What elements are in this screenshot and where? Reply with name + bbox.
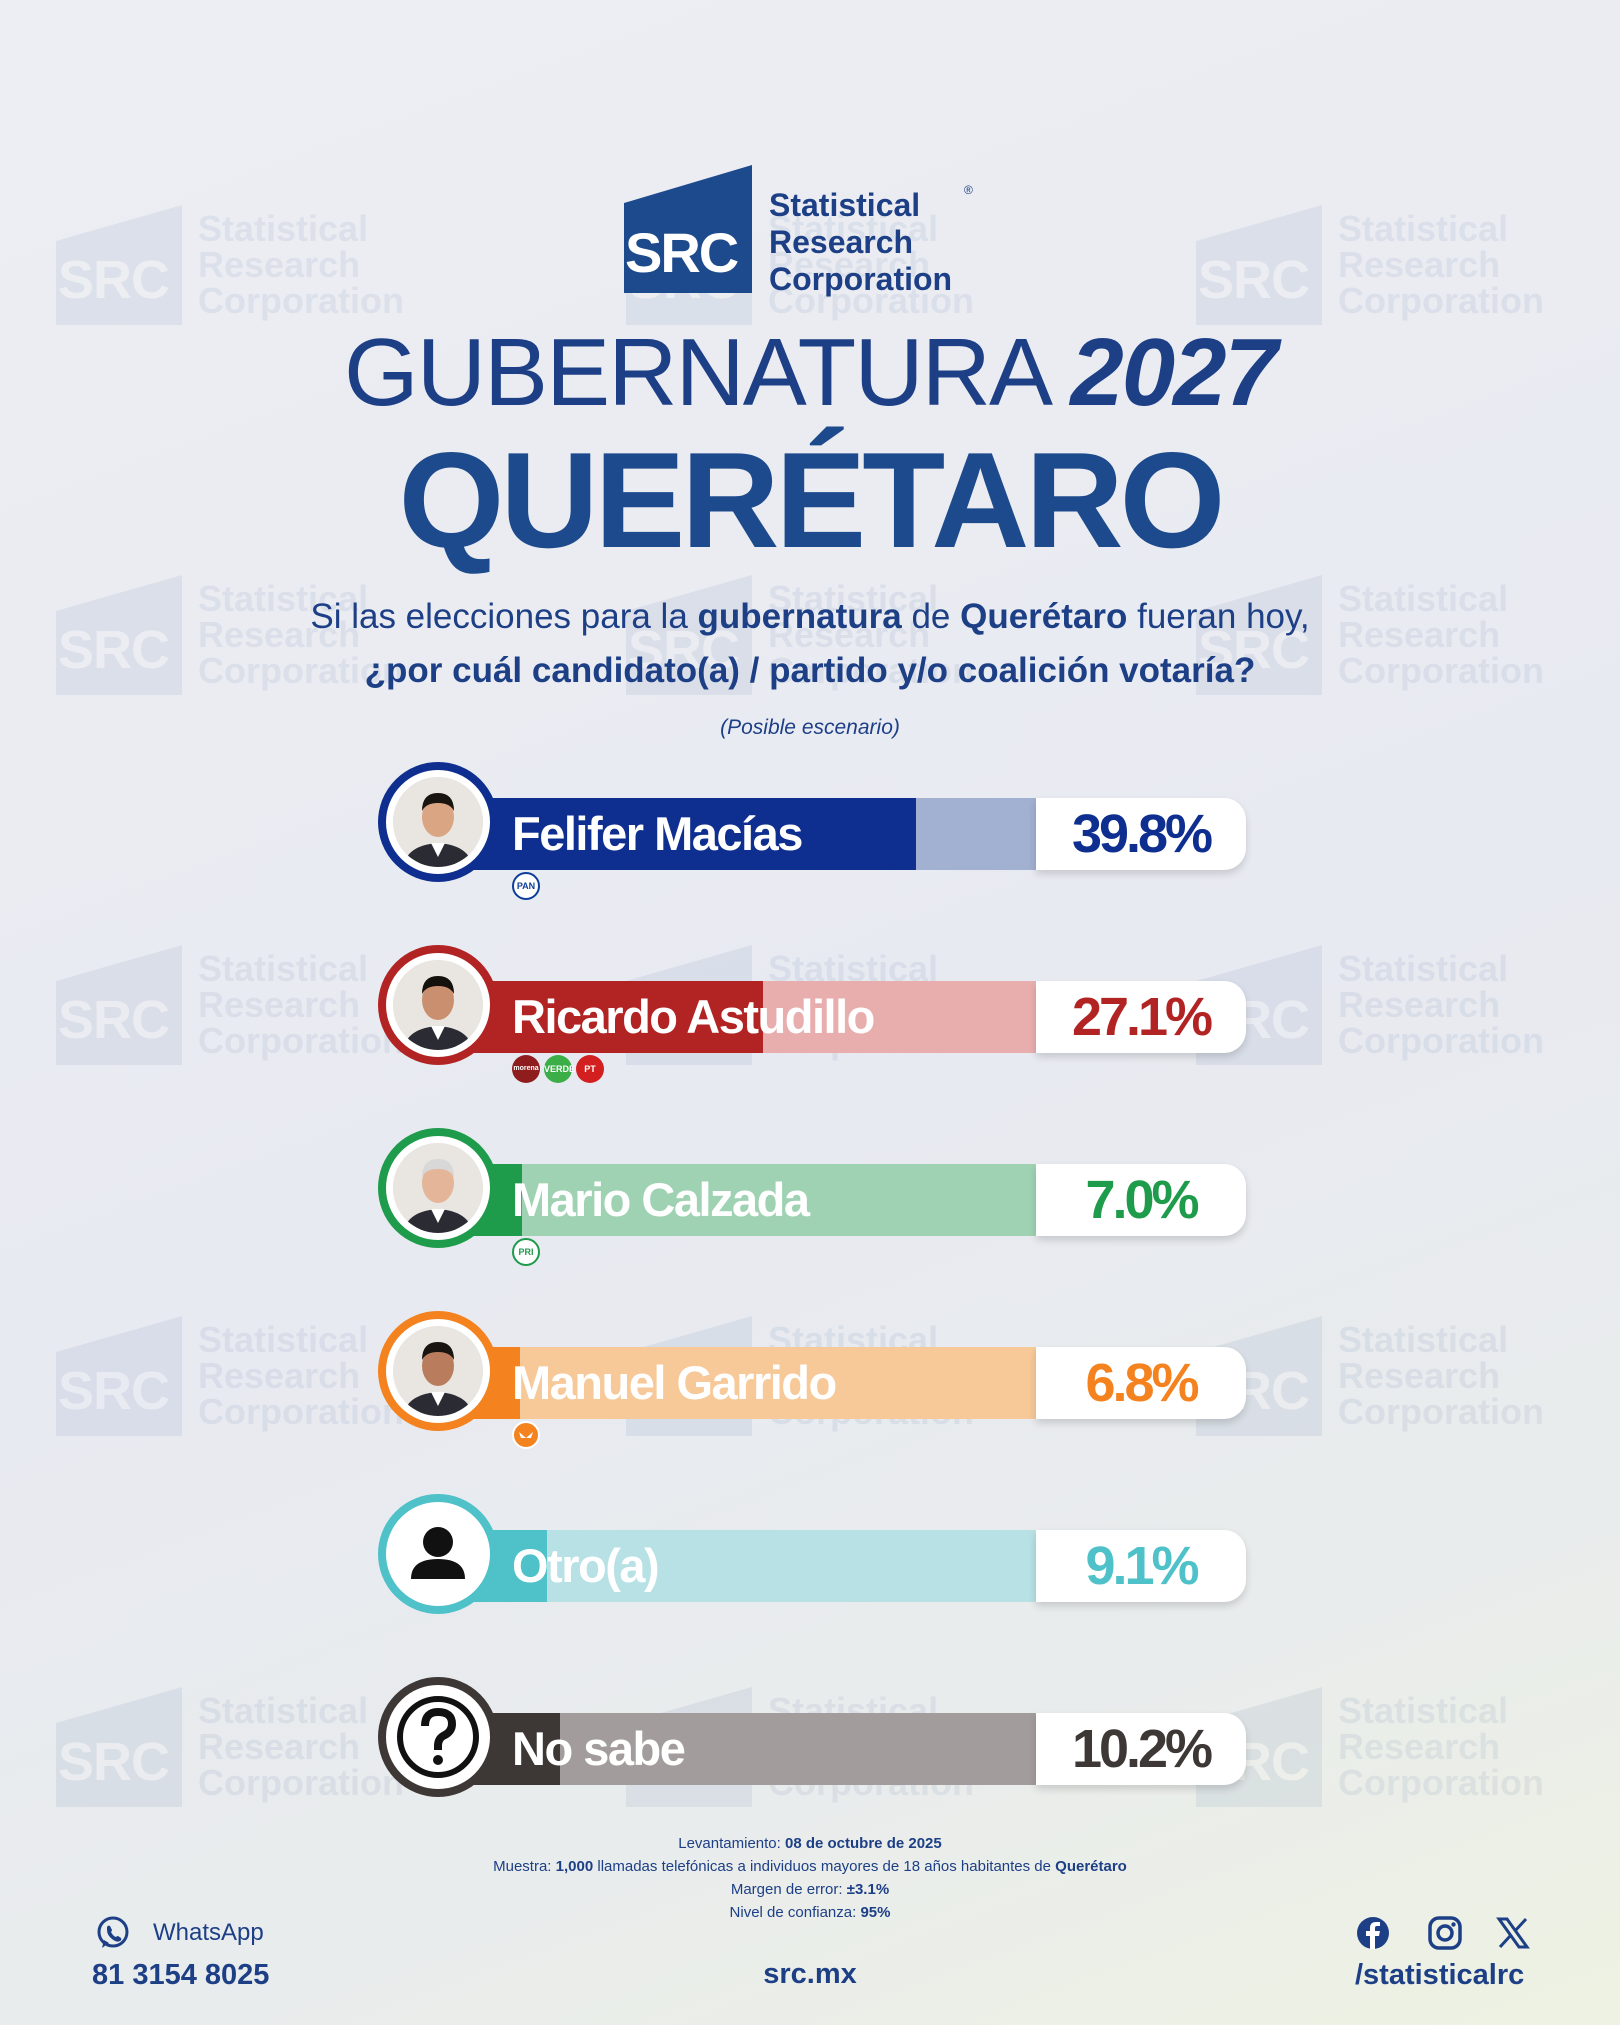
brand-name-line1: Statistical bbox=[769, 187, 921, 223]
party-logos bbox=[512, 1421, 540, 1449]
question-line1: Si las elecciones para la gubernatura de… bbox=[310, 597, 1310, 636]
percentage-box: 7.0% bbox=[1036, 1164, 1246, 1236]
percentage-box: 10.2% bbox=[1036, 1713, 1246, 1785]
bar-background bbox=[438, 1347, 1038, 1419]
percentage-label: 39.8% bbox=[1071, 804, 1213, 864]
title-year: 2027 bbox=[1070, 319, 1278, 426]
candidate-name: Manuel Garrido bbox=[512, 1356, 837, 1409]
candidate-photo bbox=[378, 945, 498, 1065]
page-subtitle-state: QUERÉTARO bbox=[398, 424, 1226, 576]
percentage-label: 7.0% bbox=[1085, 1170, 1199, 1230]
question-mark-icon bbox=[378, 1677, 498, 1797]
title-gubernatura: GUBERNATURA bbox=[344, 319, 1048, 426]
bar-row: Otro(a) 9.1% bbox=[378, 1494, 1246, 1624]
party-logo-morena-icon: morena bbox=[512, 1055, 540, 1083]
percentage-label: 6.8% bbox=[1085, 1353, 1199, 1413]
bar-row: Mario Calzada 7.0% PRI bbox=[378, 1128, 1246, 1266]
survey-question: Si las elecciones para la gubernatura de… bbox=[0, 590, 1620, 698]
percentage-label: 27.1% bbox=[1071, 987, 1213, 1047]
party-logos: PAN bbox=[512, 872, 540, 900]
party-logos: morena VERDE PT bbox=[512, 1055, 604, 1083]
bar-track bbox=[438, 1347, 1038, 1419]
bar-row: Felifer Macías 39.8% PAN bbox=[378, 762, 1246, 900]
whatsapp-label: WhatsApp bbox=[153, 1919, 264, 1946]
brand-name-line2: Research bbox=[769, 224, 914, 260]
methodology: Levantamiento: 08 de octubre de 2025 Mue… bbox=[0, 1832, 1620, 1924]
x-icon[interactable] bbox=[1495, 1915, 1531, 1951]
margen-line: Margen de error: ±3.1% bbox=[730, 1881, 890, 1898]
page-title: GUBERNATURA 2027 bbox=[0, 318, 1620, 428]
candidate-name: No sabe bbox=[512, 1722, 686, 1775]
candidate-name: Otro(a) bbox=[512, 1539, 660, 1592]
bar-background bbox=[438, 1164, 1038, 1236]
person-icon bbox=[378, 1494, 498, 1614]
percentage-label: 9.1% bbox=[1085, 1536, 1199, 1596]
candidate-name: Felifer Macías bbox=[512, 807, 803, 860]
party-logos: PRI bbox=[512, 1238, 540, 1266]
whatsapp-icon bbox=[97, 1916, 129, 1948]
bar-track bbox=[438, 798, 1038, 870]
percentage-box: 6.8% bbox=[1036, 1347, 1246, 1419]
party-logo-verde-icon: VERDE bbox=[544, 1055, 575, 1083]
instagram-icon[interactable] bbox=[1427, 1915, 1463, 1951]
candidate-photo bbox=[378, 1128, 498, 1248]
brand-logo: SRC Statistical Research Corporation ® bbox=[624, 165, 1004, 300]
party-logo-mc-icon bbox=[512, 1421, 540, 1449]
nivel-line: Nivel de confianza: 95% bbox=[729, 1904, 891, 1921]
candidate-name: Mario Calzada bbox=[512, 1173, 810, 1226]
src-logo-mark: SRC bbox=[624, 165, 754, 293]
scenario-note: (Posible escenario) bbox=[720, 716, 900, 739]
percentage-box: 27.1% bbox=[1036, 981, 1246, 1053]
candidate-photo bbox=[378, 1311, 498, 1431]
percentage-box: 39.8% bbox=[1036, 798, 1246, 870]
party-logo-pri-icon: PRI bbox=[512, 1238, 540, 1266]
bar-row: No sabe 10.2% bbox=[378, 1677, 1246, 1807]
bar-row: Manuel Garrido 6.8% bbox=[378, 1311, 1246, 1449]
bar-row: Ricardo Astudillo 27.1% morena VERDE PT bbox=[378, 945, 1246, 1083]
party-logo-pan-icon: PAN bbox=[512, 872, 540, 900]
levantamiento-line: Levantamiento: 08 de octubre de 2025 bbox=[678, 1835, 942, 1852]
brand-name-line3: Corporation bbox=[769, 261, 953, 297]
candidate-name: Ricardo Astudillo bbox=[512, 990, 875, 1043]
social-handle[interactable]: /statisticalrc bbox=[1355, 1959, 1525, 1991]
percentage-label: 10.2% bbox=[1071, 1719, 1213, 1779]
src-logo-initials: SRC bbox=[625, 221, 739, 284]
question-line2: ¿por cuál candidato(a) / partido y/o coa… bbox=[364, 651, 1256, 690]
registered-mark: ® bbox=[964, 183, 973, 197]
facebook-icon[interactable] bbox=[1355, 1915, 1391, 1951]
bar-value bbox=[438, 798, 916, 870]
percentage-box: 9.1% bbox=[1036, 1530, 1246, 1602]
whatsapp-phone[interactable]: 81 3154 8025 bbox=[92, 1959, 270, 1991]
muestra-line: Muestra: 1,000 llamadas telefónicas a in… bbox=[493, 1858, 1127, 1875]
brand-name: Statistical Research Corporation bbox=[769, 187, 952, 298]
website-link[interactable]: src.mx bbox=[763, 1958, 857, 1990]
party-logo-pt-icon: PT bbox=[576, 1055, 604, 1083]
candidate-photo bbox=[378, 762, 498, 882]
